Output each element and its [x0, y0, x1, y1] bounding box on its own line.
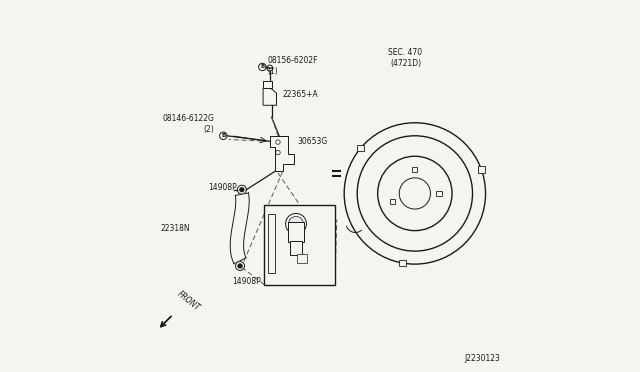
Text: MT: MT	[320, 208, 333, 217]
Bar	[264, 205, 335, 285]
Text: FRONT: FRONT	[176, 289, 202, 312]
Bar	[399, 260, 406, 266]
Bar	[478, 166, 484, 173]
Bar	[390, 199, 395, 204]
Bar	[412, 167, 417, 172]
Bar	[436, 191, 442, 196]
Circle shape	[239, 187, 244, 192]
FancyBboxPatch shape	[268, 214, 275, 273]
Text: 08156-6202F
(1): 08156-6202F (1)	[267, 56, 317, 76]
Circle shape	[289, 217, 303, 231]
Text: 14908P: 14908P	[232, 277, 261, 286]
Bar	[357, 145, 364, 151]
Text: B: B	[221, 133, 225, 138]
Text: B: B	[260, 64, 264, 70]
Bar	[290, 241, 302, 256]
Text: 14908P: 14908P	[209, 183, 237, 192]
Text: SEC. 470
(4721D): SEC. 470 (4721D)	[388, 48, 422, 68]
Circle shape	[238, 264, 243, 268]
Polygon shape	[230, 193, 249, 264]
Text: 08146-6122G
(2): 08146-6122G (2)	[162, 114, 214, 134]
Text: SEC. 305
(30609): SEC. 305 (30609)	[266, 261, 300, 281]
Bar	[288, 222, 304, 243]
Text: J2230123: J2230123	[465, 354, 500, 363]
Text: 30653G: 30653G	[298, 137, 328, 146]
Text: 22365+A: 22365+A	[283, 90, 319, 99]
Bar	[263, 81, 273, 88]
Text: 22318N: 22318N	[160, 224, 189, 233]
Bar	[298, 254, 307, 263]
